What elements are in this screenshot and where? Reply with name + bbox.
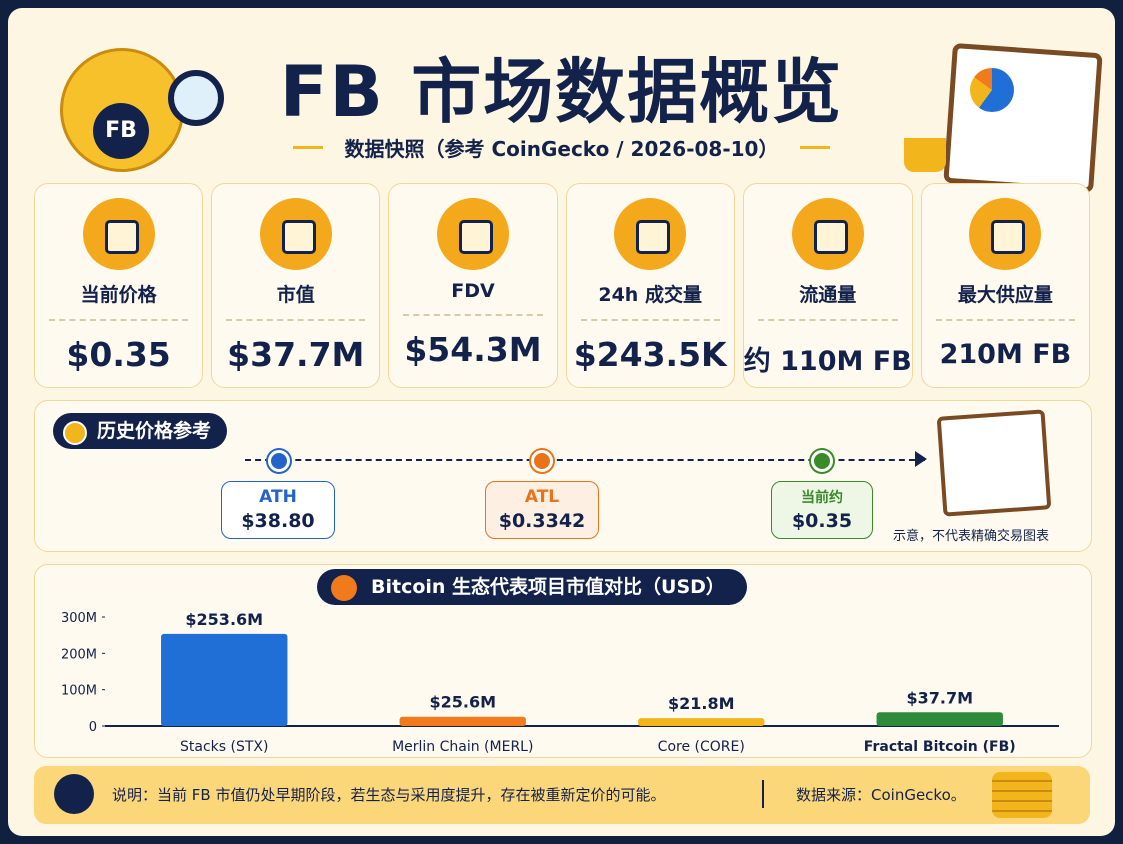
timeline-dot	[811, 450, 833, 472]
bar	[399, 716, 526, 726]
chart-title: Bitcoin 生态代表项目市值对比（USD）	[317, 569, 747, 605]
price-box: 当前约 $0.35	[771, 481, 873, 539]
timeline	[245, 459, 925, 461]
page-subtitle: 数据快照（参考 CoinGecko / 2026-08-10）	[344, 137, 779, 161]
icon	[436, 198, 509, 270]
y-tick-label: 0	[89, 720, 97, 735]
metric-label: 最大供应量	[957, 284, 1053, 306]
history-panel: 历史价格参考 ATH $38.80 ATL $0.3342 当前约 $0.35 示意，…	[34, 400, 1092, 552]
metric-label: 当前价格	[80, 284, 157, 306]
icon	[614, 198, 687, 270]
footer: 说明：当前 FB 市值仍处早期阶段，若生态与采用度提升，存在被重新定价的可能。 …	[34, 766, 1090, 824]
x-tick-label: Stacks (STX)	[180, 739, 268, 755]
clock-icon	[63, 421, 87, 445]
icon	[82, 198, 155, 270]
footer-source: 数据来源：CoinGecko。	[796, 786, 966, 804]
history-note: 示意，不代表精确交易图表	[893, 529, 1050, 544]
metric-cards: 当前价格 $0.35 市值 $37.7M FDV $54.3M 24h 成交量 $243…	[34, 183, 1090, 388]
metric-card: 流通量约 110M FB	[742, 183, 913, 388]
mascot-badge: FB	[93, 103, 149, 159]
x-tick-label: Fractal Bitcoin (FB)	[864, 739, 1016, 755]
separator	[762, 780, 764, 808]
bar	[161, 633, 288, 726]
metric-value: $243.5K	[573, 335, 727, 374]
data-label: $21.8M	[668, 694, 735, 713]
chart-icon	[331, 575, 357, 601]
price-value: $0.35	[791, 510, 853, 532]
metric-label: 市值	[276, 284, 315, 306]
metric-value: $54.3M	[404, 330, 542, 369]
metric-value: $37.7M	[227, 335, 365, 374]
price-box: ATL $0.3342	[485, 481, 599, 539]
footer-note: 说明：当前 FB 市值仍处早期阶段，若生态与采用度提升，存在被重新定价的可能。	[112, 786, 666, 804]
decor	[800, 146, 830, 149]
metric-label: 24h 成交量	[598, 284, 702, 306]
magnifier	[168, 70, 224, 126]
coins-icon	[992, 772, 1052, 818]
x-tick-label: Merlin Chain (MERL)	[392, 739, 533, 755]
data-label: $253.6M	[185, 610, 263, 629]
calendar-icon	[936, 409, 1052, 517]
price-box: ATH $38.80	[221, 481, 335, 539]
icon	[259, 198, 332, 270]
x-tick-label: Core (CORE)	[658, 739, 745, 755]
price-label: 当前约	[801, 490, 843, 506]
metric-value: 210M FB	[939, 339, 1072, 370]
chart-panel: Bitcoin 生态代表项目市值对比（USD） 0 100M 200M 300M Sta…	[34, 564, 1092, 758]
y-tick-label: 300M	[61, 611, 97, 626]
metric-card: 24h 成交量 $243.5K	[565, 183, 735, 388]
metric-label: 流通量	[799, 284, 857, 306]
timeline-dot	[531, 450, 553, 472]
page-title: FB 市场数据概览	[279, 51, 844, 133]
timeline-arrow	[915, 451, 927, 467]
metric-label: FDV	[451, 280, 495, 302]
y-tick-label: 200M	[61, 647, 97, 662]
bar-chart: 0 100M 200M 300M Stacks (STX) $253.6M Merlin C…	[61, 610, 1059, 755]
metric-card: 市值 $37.7M	[211, 183, 381, 388]
decor	[293, 146, 323, 149]
bar	[638, 718, 765, 726]
timeline-dot	[268, 450, 290, 472]
price-value: $38.80	[241, 510, 315, 532]
plant	[904, 138, 946, 172]
bulb-icon	[54, 774, 94, 814]
infographic: FB FB 市场数据概览 数据快照（参考 CoinGecko / 2026-08…	[8, 8, 1115, 836]
bar	[876, 712, 1003, 726]
metric-card: 当前价格 $0.35	[34, 183, 204, 388]
data-label: $37.7M	[906, 688, 973, 707]
icon	[791, 198, 864, 270]
metric-card: FDV $54.3M	[388, 183, 558, 388]
metric-value: 约 110M FB	[743, 346, 912, 377]
metric-card: 最大供应量 210M FB	[920, 183, 1090, 388]
clipboard-pie	[970, 68, 1014, 112]
metric-value: $0.35	[66, 335, 171, 374]
price-label: ATL	[524, 487, 560, 507]
data-label: $25.6M	[429, 693, 496, 712]
y-tick-label: 100M	[61, 684, 97, 699]
icon	[969, 198, 1042, 270]
price-label: ATH	[259, 487, 297, 507]
price-value: $0.3342	[498, 510, 586, 532]
